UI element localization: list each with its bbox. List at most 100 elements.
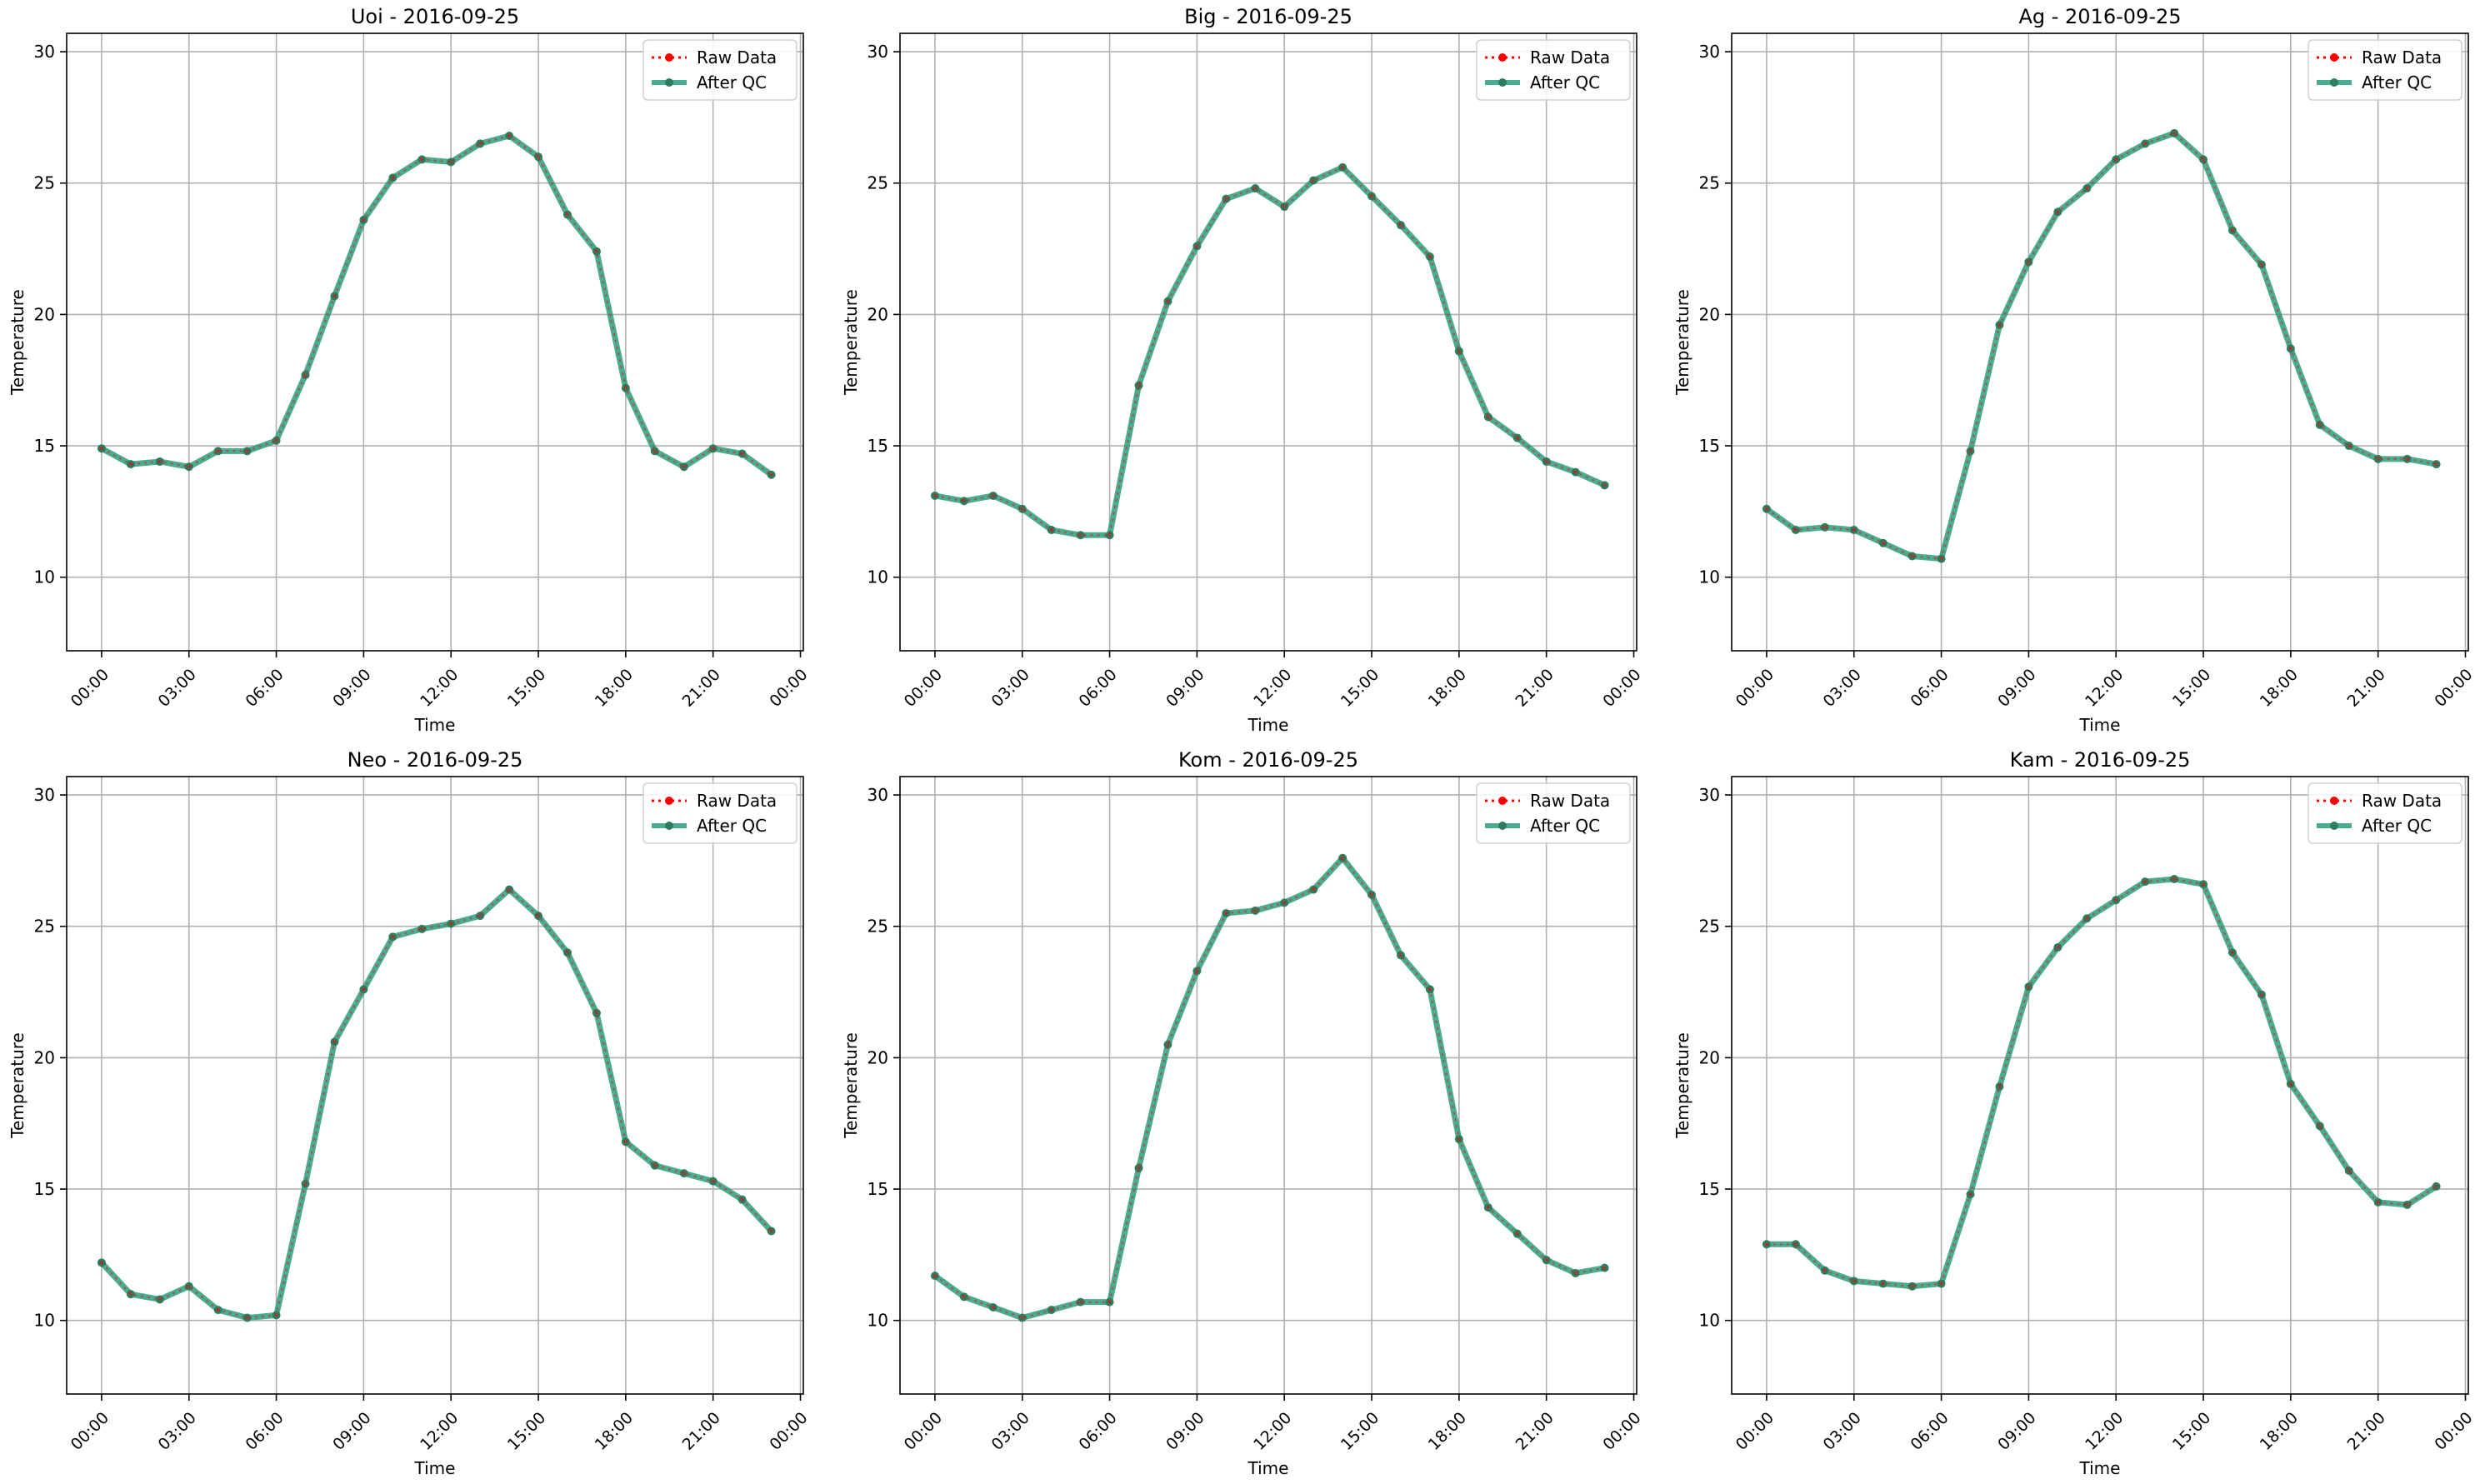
after-qc-point [2053,207,2062,217]
after-qc-point [155,1295,164,1304]
after-qc-point [184,462,193,472]
raw-data-point [2230,950,2235,955]
after-qc-point [1791,1240,1800,1249]
subplot-5: 00:00 03:00 06:00 09:00 12:00 15:00 18:00 21:00… [841,748,1645,1478]
legend-marker-qc [1498,78,1507,87]
raw-data-point [769,472,773,477]
legend-label-qc: After QC [2362,816,2432,836]
y-tick-label: 30 [34,785,55,805]
raw-data-point [1223,197,1228,202]
after-qc-point [2373,1197,2382,1207]
after-qc-point [930,491,939,500]
legend-marker-raw [2330,53,2338,62]
series-line-raw-data [101,887,772,1319]
after-qc-point [1251,184,1260,193]
raw-data-point [652,448,658,453]
after-qc-point [2344,442,2353,451]
series-line-raw-data [934,166,1606,537]
after-qc-point [1163,297,1172,306]
x-tick-label: 00:00 [766,1409,811,1454]
after-qc-point [1338,853,1348,862]
subplot-4: 00:00 03:00 06:00 09:00 12:00 15:00 18:00 21:00… [8,748,812,1478]
raw-data-point [187,464,192,469]
raw-data-point [1078,1300,1083,1305]
subplot-title: Big - 2016-09-25 [1184,5,1352,28]
after-qc-point [988,1302,998,1312]
legend-label-qc: After QC [697,816,767,836]
x-axis-label: Time [2079,1458,2121,1478]
after-qc-point [2112,896,2121,905]
after-qc-point [418,155,427,164]
raw-data-point [1020,1316,1025,1320]
after-qc-point [359,215,368,224]
after-qc-point [1396,951,1405,960]
raw-data-point [1515,436,1520,440]
after-qc-point [359,985,368,994]
raw-data-point [2434,1184,2438,1189]
raw-data-point [448,922,453,926]
y-tick-label: 20 [1699,304,1720,324]
after-qc-point [301,1179,310,1188]
y-tick-label: 10 [868,1311,888,1331]
raw-data-point [2201,157,2206,162]
raw-data-point [962,1294,967,1299]
raw-data-point [99,446,104,451]
after-qc-point [2228,948,2237,957]
y-axis-label: Temperature [8,1032,28,1139]
after-qc-point [2024,982,2033,992]
after-qc-point [1076,531,1085,540]
after-qc-point [272,1311,281,1320]
after-qc-point [1222,908,1231,917]
raw-data-point [1282,204,1287,209]
raw-data-point [2376,457,2381,462]
legend-marker-raw [1498,53,1507,62]
series-line-after-qc [932,164,1608,538]
x-tick-label: 15:00 [2169,666,2214,711]
after-qc-point [97,1258,106,1267]
raw-data-point [1544,1257,1549,1262]
after-qc-point [418,924,427,933]
x-tick-label: 09:00 [1994,666,2039,711]
after-qc-point [1425,985,1434,994]
after-qc-point [1966,447,1975,456]
raw-data-point [1998,1084,2002,1089]
axes-frame [899,32,1638,652]
subplot-title: Kam - 2016-09-25 [2010,748,2191,772]
y-tick-label: 25 [868,173,888,193]
raw-data-point [1428,987,1432,992]
raw-data-point [1340,165,1345,170]
after-qc-point [534,152,543,162]
x-tick-label: 12:00 [2082,666,2127,711]
legend-marker-raw [2330,797,2338,805]
after-qc-point [2082,184,2092,193]
legend: Raw Data After QC [642,782,798,844]
y-tick-label: 25 [1699,917,1720,937]
x-tick-label: 03:00 [155,1409,200,1454]
raw-data-point [274,1313,278,1317]
after-qc-point [2432,460,2441,469]
x-tick-label: 06:00 [1075,1409,1120,1454]
y-tick-label: 10 [1699,1311,1720,1331]
raw-data-point [128,1292,133,1297]
legend-label-qc: After QC [1530,816,1600,836]
after-qc-point [1454,1135,1463,1144]
after-qc-point [650,1161,659,1170]
subplot-title: Ag - 2016-09-25 [2018,5,2181,28]
after-qc-point [1368,890,1377,899]
x-tick-label: 21:00 [2344,1409,2389,1454]
series-line-after-qc [1763,130,2440,562]
raw-data-point [2259,992,2264,997]
after-qc-point [505,885,514,894]
after-qc-point [2141,877,2150,887]
x-tick-label: 03:00 [1820,666,1865,711]
y-tick-label: 30 [1699,42,1720,62]
after-qc-point [592,1008,601,1017]
after-qc-point [738,449,747,458]
plot-area [67,33,803,651]
raw-data-point [2434,462,2438,467]
after-qc-point [1542,1256,1551,1265]
after-qc-point [2344,1166,2353,1175]
legend-marker-qc [2330,78,2338,87]
after-qc-point [505,131,514,140]
raw-data-point [1078,532,1083,537]
